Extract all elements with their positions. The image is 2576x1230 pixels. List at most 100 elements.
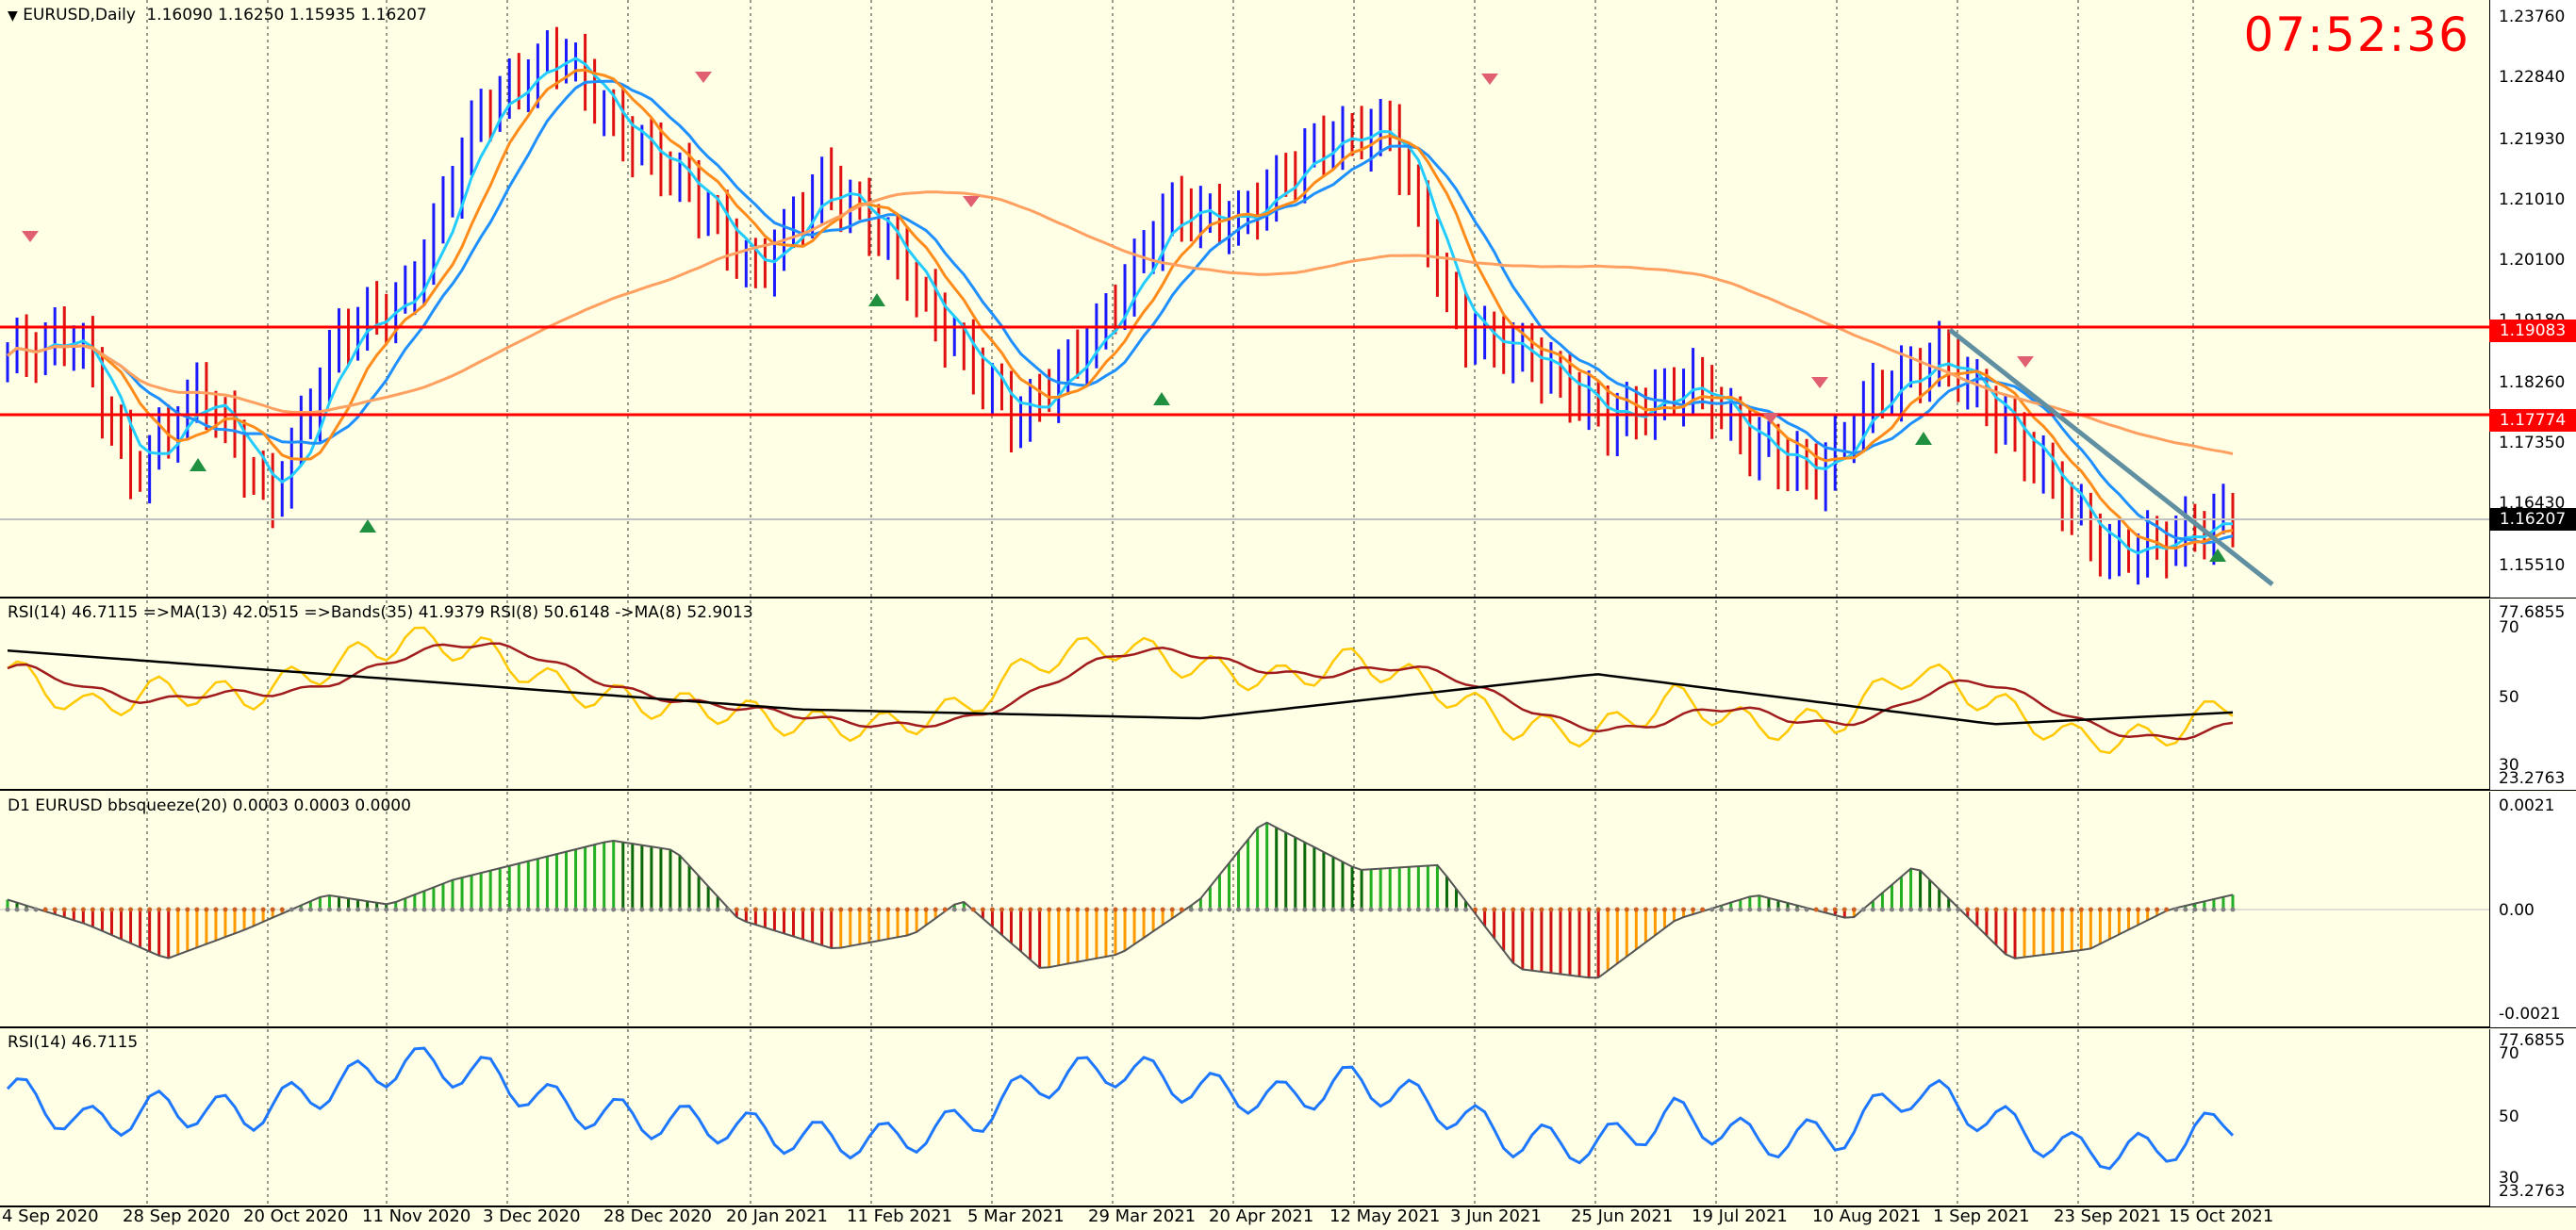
level-tag-2: 1.17774 [2489,409,2576,432]
date-label: 15 Oct 2021 [2169,1206,2274,1226]
squeeze-dot [658,907,664,912]
price-tick: 1.21930 [2499,130,2566,149]
squeeze-dot [696,907,702,912]
squeeze-dot [478,907,484,912]
rsi2-tick: 23.2763 [2499,1182,2566,1201]
squeeze-dot [1879,907,1885,912]
squeeze-dot [1643,907,1648,912]
date-label: 28 Dec 2020 [603,1206,712,1226]
price-bars [6,26,2235,585]
squeeze-dot [1018,907,1024,912]
squeeze-dot [1160,907,1165,912]
squeeze-dot [2106,907,2112,912]
date-label: 4 Sep 2020 [2,1206,99,1226]
squeeze-dot [1415,907,1421,912]
squeeze-dot [1766,907,1772,912]
squeeze-dot [298,907,304,912]
squeeze-tick: 0.00 [2499,901,2535,920]
squeeze-dot [1236,907,1242,912]
squeeze-dot [138,907,143,912]
squeeze-dot [440,907,446,912]
rsi2-axis [2489,1029,2576,1206]
fractal-down-icon [1811,377,1828,388]
squeeze-dot [119,907,124,912]
squeeze-dot [450,907,455,912]
squeeze-dot [1747,907,1753,912]
squeeze-dot [1700,907,1706,912]
rsi14-line [6,1046,2235,1171]
squeeze-dot [147,907,153,912]
squeeze-dot [904,907,910,912]
price-tick: 1.20100 [2499,251,2566,270]
squeeze-dot [5,907,10,912]
date-label: 28 Sep 2020 [123,1206,231,1226]
squeeze-dot [516,907,521,912]
squeeze-dot [848,907,853,912]
squeeze-dot [99,907,105,912]
squeeze-dot [1075,907,1081,912]
squeeze-dot [289,907,294,912]
squeeze-dot [1605,907,1610,912]
squeeze-dot [989,907,995,912]
squeeze-dot [1312,907,1317,912]
squeeze-dot [970,907,976,912]
squeeze-dot [876,907,882,912]
squeeze-dot [942,907,948,912]
squeeze-dot [260,907,266,912]
squeeze-dot [336,907,341,912]
date-label: 12 May 2021 [1329,1206,1441,1226]
squeeze-axis [2489,792,2576,1027]
squeeze-dot [1113,907,1118,912]
date-label: 3 Jun 2021 [1450,1206,1542,1226]
squeeze-dot [1993,907,1999,912]
squeeze-dot [1330,907,1336,912]
squeeze-dot [2031,907,2037,912]
squeeze-dot [459,907,465,912]
squeeze-dot [213,907,219,912]
price-tick: 1.15510 [2499,556,2566,575]
squeeze-dot [1396,907,1402,912]
squeeze-dot [592,907,598,912]
squeeze-dot [241,907,247,912]
squeeze-dot [497,907,503,912]
mid-moving-average-line [7,79,2234,545]
squeeze-dot [2183,907,2188,912]
squeeze-dot [686,907,692,912]
squeeze-dot [2230,907,2236,912]
triangle-down-icon[interactable]: ▼ [8,8,18,24]
squeeze-dot [1965,907,1971,912]
squeeze-dot [819,907,825,912]
squeeze-dot [374,907,380,912]
squeeze-dot [1406,907,1412,912]
squeeze-dot [204,907,209,912]
squeeze-dot [2078,907,2084,912]
squeeze-dot [1841,907,1847,912]
date-label: 11 Nov 2020 [362,1206,471,1226]
squeeze-dot [1387,907,1393,912]
squeeze-histogram [6,822,2235,978]
fractal-down-icon [963,196,980,207]
price-axis [2489,0,2576,598]
date-label: 20 Jan 2021 [726,1206,828,1226]
rsi2-tick: 70 [2499,1044,2519,1063]
squeeze-dot [1652,907,1658,912]
squeeze-dot [1785,907,1791,912]
pane-separators [0,597,2576,1207]
squeeze-dot [90,907,95,912]
squeeze-dot [2022,907,2027,912]
date-label: 20 Oct 2020 [243,1206,349,1226]
squeeze-dot [1293,907,1298,912]
squeeze-dot [2136,907,2141,912]
squeeze-dot [157,907,162,912]
squeeze-dot [1131,907,1137,912]
squeeze-dot [1567,907,1573,912]
squeeze-dot [1378,907,1383,912]
squeeze-dot [2211,907,2217,912]
squeeze-dot [914,907,919,912]
squeeze-dot [1870,907,1875,912]
squeeze-dot [1918,907,1924,912]
squeeze-dot [1255,907,1261,912]
squeeze-dot [1823,907,1828,912]
squeeze-dot [668,907,673,912]
